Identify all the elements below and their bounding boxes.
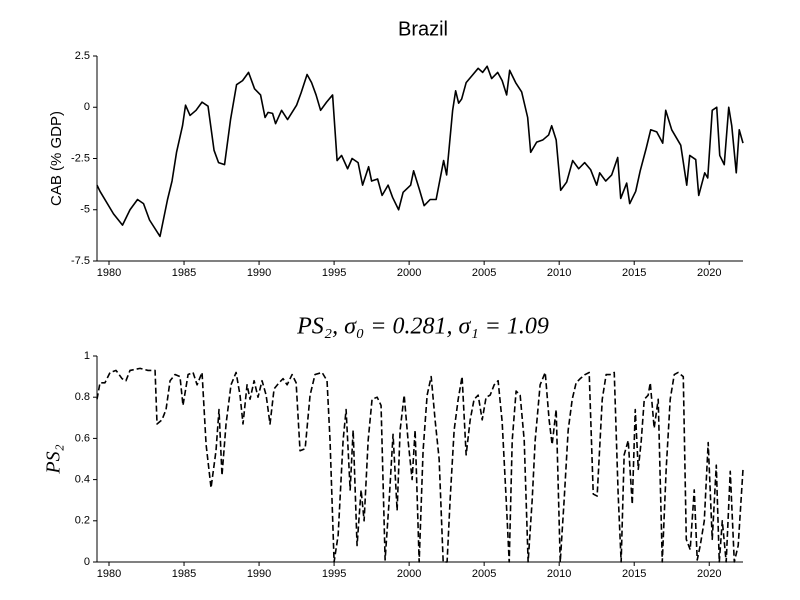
data-line: [96, 367, 744, 563]
chart-title: Brazil: [398, 18, 448, 40]
x-tick-label: 2000: [397, 267, 421, 279]
x-tick-label: 1980: [97, 568, 121, 580]
x-tick-label: 1995: [322, 568, 346, 580]
x-tick-label: 2015: [622, 267, 646, 279]
x-tick-label: 2020: [697, 568, 721, 580]
y-tick-label: 0: [84, 556, 90, 568]
x-tick-label: 1985: [172, 568, 196, 580]
data-line: [96, 65, 744, 238]
y-tick-label: -5: [80, 204, 90, 216]
y-tick-label: 0.2: [75, 515, 90, 527]
y-tick-label: 0.4: [75, 474, 90, 486]
x-tick-label: 2005: [472, 568, 496, 580]
x-tick-label: 2000: [397, 568, 421, 580]
x-tick-label: 1985: [172, 267, 196, 279]
x-tick-label: 1990: [247, 568, 271, 580]
x-tick-label: 2010: [547, 267, 571, 279]
y-tick-label: 2.5: [75, 50, 90, 62]
x-tick-label: 1990: [247, 267, 271, 279]
y-tick-label: 0.6: [75, 432, 90, 444]
x-tick-label: 1980: [97, 267, 121, 279]
x-tick-label: 2010: [547, 568, 571, 580]
y-tick-label: 0.8: [75, 391, 90, 403]
chart-title: PS₂, σ₀ = 0.281, σ₁ = 1.09: [296, 314, 549, 340]
x-tick-label: 2020: [697, 267, 721, 279]
y-tick-label: 1: [84, 350, 90, 362]
y-tick-label: -2.5: [71, 152, 90, 164]
y-tick-label: -7.5: [71, 255, 90, 267]
y-tick-label: 0: [84, 101, 90, 113]
y-axis-label: CAB (% GDP): [48, 111, 65, 206]
y-axis-label: PS₂: [43, 444, 65, 474]
x-tick-label: 1995: [322, 267, 346, 279]
x-tick-label: 2015: [622, 568, 646, 580]
x-tick-label: 2005: [472, 267, 496, 279]
